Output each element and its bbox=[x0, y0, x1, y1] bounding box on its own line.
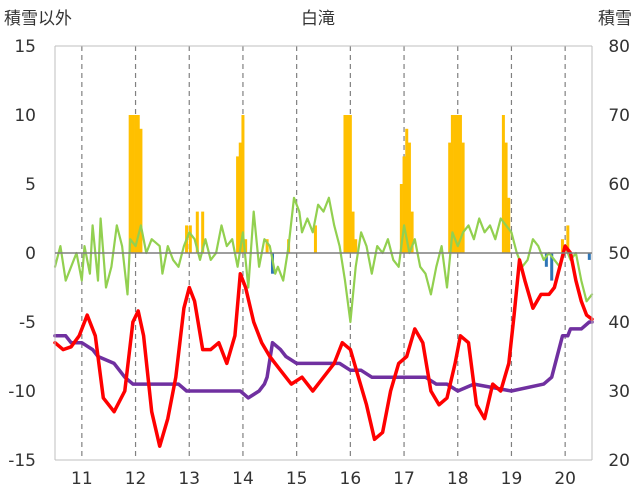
precip-bar-6 bbox=[188, 225, 192, 253]
x-tick-label: 20 bbox=[554, 469, 576, 489]
right-tick-label: 20 bbox=[608, 451, 630, 471]
precip-bar-33 bbox=[501, 115, 505, 253]
precip-bar-8 bbox=[201, 211, 205, 253]
precip-bar-13 bbox=[265, 239, 269, 253]
right-tick-label: 60 bbox=[608, 175, 630, 195]
precip-bar-0 bbox=[128, 115, 132, 253]
precip-bar-24 bbox=[405, 128, 409, 253]
precip-bar-30 bbox=[456, 115, 460, 253]
precip-bar-11 bbox=[241, 115, 245, 253]
precip-bar-31 bbox=[458, 115, 462, 253]
x-tick-label: 17 bbox=[393, 469, 415, 489]
right-tick-label: 40 bbox=[608, 313, 630, 333]
precip-bar-40 bbox=[587, 253, 591, 260]
left-tick-label: -15 bbox=[8, 451, 36, 471]
precip-bar-12 bbox=[244, 239, 248, 253]
line-series-green bbox=[53, 196, 594, 324]
right-tick-label: 30 bbox=[608, 382, 630, 402]
x-tick-label: 15 bbox=[286, 469, 308, 489]
left-tick-label: 5 bbox=[25, 175, 36, 195]
precip-bar-34 bbox=[504, 142, 508, 253]
precip-bar-26 bbox=[410, 211, 414, 253]
x-tick-label: 16 bbox=[340, 469, 362, 489]
left-tick-label: -10 bbox=[8, 382, 36, 402]
precip-bar-18 bbox=[346, 115, 350, 253]
precip-bar-16 bbox=[313, 225, 317, 253]
precip-bar-27 bbox=[448, 142, 452, 253]
precip-bar-39 bbox=[566, 225, 570, 253]
precip-bar-3 bbox=[136, 115, 140, 253]
precip-bar-10 bbox=[238, 142, 242, 253]
precip-bar-32 bbox=[461, 142, 465, 253]
precip-bar-19 bbox=[348, 115, 352, 253]
x-tick-label: 13 bbox=[178, 469, 200, 489]
line-series-red bbox=[53, 244, 594, 448]
precip-bar-23 bbox=[402, 156, 406, 253]
precip-bar-9 bbox=[236, 156, 240, 253]
left-axis-label: 積雪以外 bbox=[4, 9, 72, 29]
line-series-group bbox=[53, 196, 594, 448]
precip-bar-38 bbox=[560, 239, 564, 253]
precip-bar-25 bbox=[407, 142, 411, 253]
left-tick-label: 15 bbox=[14, 37, 36, 57]
x-tick-label: 19 bbox=[501, 469, 523, 489]
left-tick-label: -5 bbox=[19, 313, 36, 333]
precip-bar-1 bbox=[131, 115, 135, 253]
x-tick-label: 12 bbox=[125, 469, 147, 489]
precip-bar-29 bbox=[453, 115, 457, 253]
right-tick-label: 50 bbox=[608, 244, 630, 264]
precip-bar-7 bbox=[195, 211, 199, 253]
precip-bar-35 bbox=[507, 197, 511, 253]
precip-bar-17 bbox=[343, 115, 347, 253]
left-tick-label: 10 bbox=[14, 106, 36, 126]
precip-bar-36 bbox=[544, 253, 548, 267]
right-tick-label: 80 bbox=[608, 37, 630, 57]
x-tick-label: 11 bbox=[71, 469, 93, 489]
precip-bar-37 bbox=[550, 253, 554, 281]
precip-bar-4 bbox=[139, 128, 143, 253]
precip-bar-2 bbox=[134, 115, 138, 253]
chart-title: 白滝 bbox=[301, 9, 335, 29]
x-tick-label: 18 bbox=[447, 469, 469, 489]
right-tick-label: 70 bbox=[608, 106, 630, 126]
precip-bar-22 bbox=[399, 184, 403, 253]
bar-series bbox=[128, 115, 591, 281]
precip-bar-20 bbox=[351, 211, 355, 253]
precip-bar-21 bbox=[354, 239, 358, 253]
precip-bar-28 bbox=[450, 115, 454, 253]
right-axis-label: 積雪 bbox=[598, 9, 632, 29]
x-tick-label: 14 bbox=[232, 469, 254, 489]
left-tick-label: 0 bbox=[25, 244, 36, 264]
